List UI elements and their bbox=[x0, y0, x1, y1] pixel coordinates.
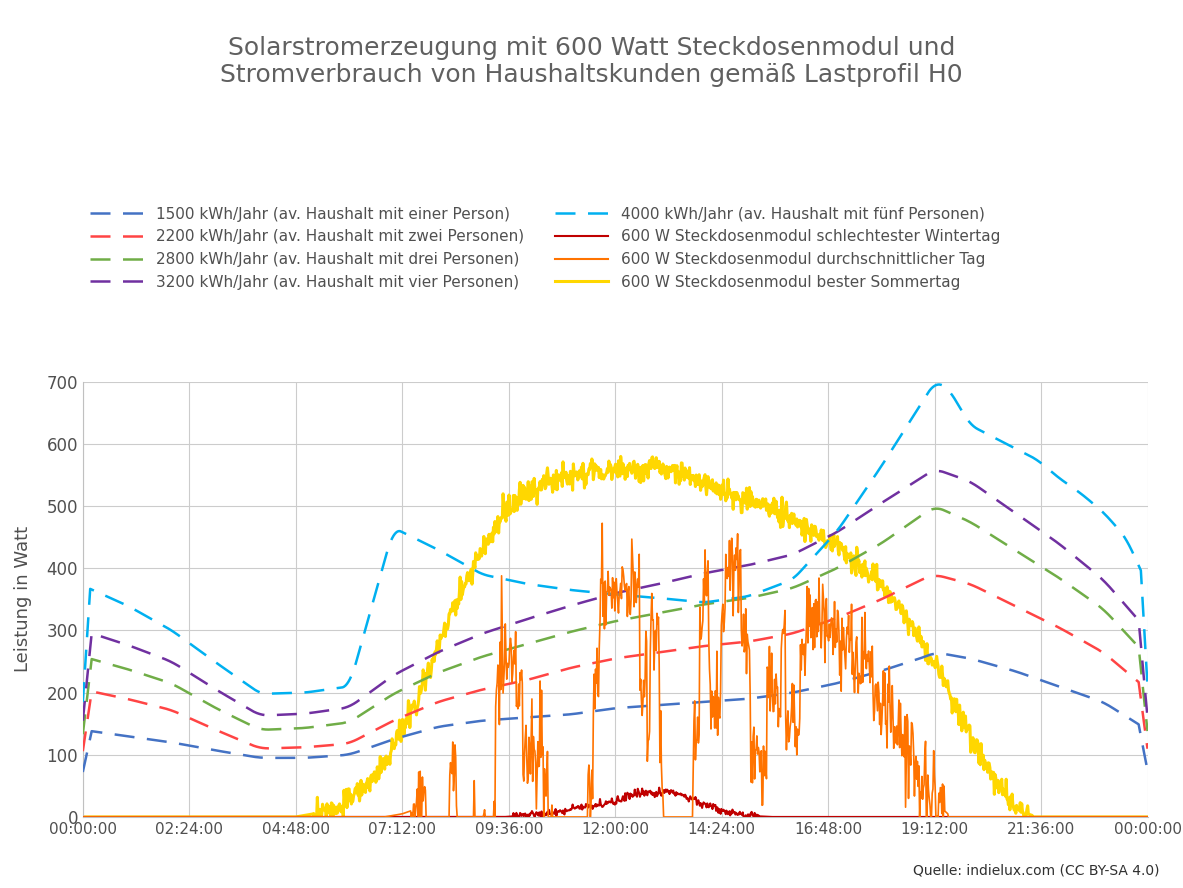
Y-axis label: Leistung in Watt: Leistung in Watt bbox=[14, 527, 32, 672]
Legend: 1500 kWh/Jahr (av. Haushalt mit einer Person), 2200 kWh/Jahr (av. Haushalt mit z: 1500 kWh/Jahr (av. Haushalt mit einer Pe… bbox=[90, 207, 1000, 289]
Text: Solarstromerzeugung mit 600 Watt Steckdosenmodul und
Stromverbrauch von Haushalt: Solarstromerzeugung mit 600 Watt Steckdo… bbox=[220, 36, 963, 87]
Text: Quelle: indielux.com (CC BY-SA 4.0): Quelle: indielux.com (CC BY-SA 4.0) bbox=[913, 863, 1159, 877]
